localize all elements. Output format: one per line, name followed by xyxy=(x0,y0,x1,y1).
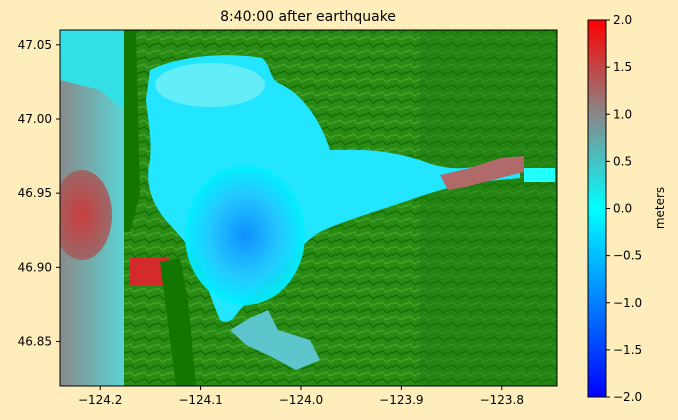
colorbar-tick-label: −2.0 xyxy=(613,390,642,404)
y-tick-label: 46.85 xyxy=(18,335,52,349)
x-tick-label: −124.1 xyxy=(178,393,222,407)
spit-north xyxy=(124,30,140,232)
x-tick-label: −123.9 xyxy=(379,393,423,407)
bay-north-light xyxy=(155,63,265,107)
x-tick-label: −124.2 xyxy=(78,393,122,407)
map-heatmap xyxy=(60,30,557,386)
bay-south-arm xyxy=(230,310,320,370)
land-shade-east xyxy=(420,30,557,386)
colorbar-tick-label: −1.5 xyxy=(613,343,642,357)
colorbar-tick-label: 0.5 xyxy=(613,154,632,168)
x-tick-label: −124.0 xyxy=(279,393,323,407)
colorbar-tick-label: 1.0 xyxy=(613,107,632,121)
y-tick-label: 47.00 xyxy=(18,112,52,126)
colorbar-ticks: −2.0 −1.5 −1.0 −0.5 0.0 0.5 1.0 1.5 2.0 xyxy=(606,13,642,404)
x-axis: −124.2 −124.1 −124.0 −123.9 −123.8 xyxy=(78,386,524,407)
river-cyan-edge xyxy=(524,168,555,182)
y-axis: 46.85 46.90 46.95 47.00 47.05 xyxy=(18,38,60,349)
y-tick-label: 47.05 xyxy=(18,38,52,52)
colorbar-tick-label: 1.5 xyxy=(613,60,632,74)
colorbar: −2.0 −1.5 −1.0 −0.5 0.0 0.5 1.0 1.5 2.0 meters xyxy=(587,13,667,404)
ocean-red-west xyxy=(60,170,112,260)
ocean-north-cyan xyxy=(60,30,124,110)
colorbar-tick-label: 0.0 xyxy=(613,202,632,216)
y-tick-label: 46.95 xyxy=(18,186,52,200)
colorbar-label: meters xyxy=(653,187,667,229)
colorbar-gradient xyxy=(587,19,607,398)
river-east xyxy=(440,156,524,190)
colorbar-tick-label: 2.0 xyxy=(613,13,632,27)
chart-title: 8:40:00 after earthquake xyxy=(220,9,396,25)
x-tick-label: −123.8 xyxy=(480,393,524,407)
spit-south xyxy=(160,258,196,386)
y-tick-label: 46.90 xyxy=(18,260,52,274)
axes-frame xyxy=(59,29,558,387)
colorbar-tick-label: −1.0 xyxy=(613,296,642,310)
bay-center-low xyxy=(185,165,305,305)
colorbar-tick-label: −0.5 xyxy=(613,249,642,263)
